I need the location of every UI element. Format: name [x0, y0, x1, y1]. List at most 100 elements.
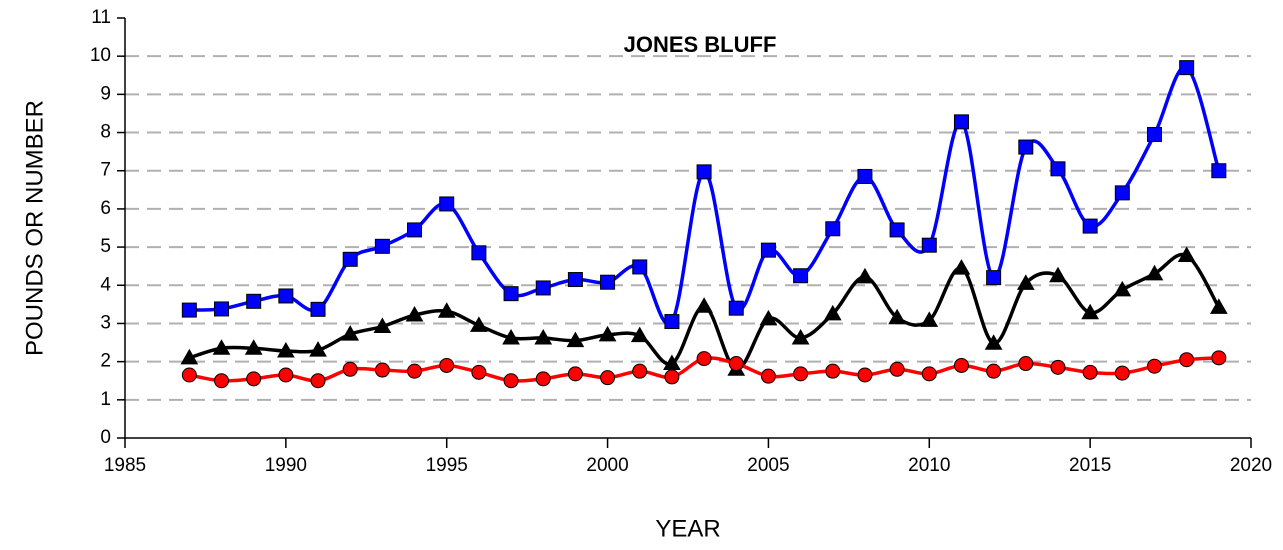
- marker: [1146, 358, 1162, 374]
- y-tick-label: 10: [90, 45, 111, 66]
- x-tick-label: 1995: [426, 455, 468, 476]
- marker: [471, 364, 487, 380]
- marker: [181, 302, 197, 318]
- marker: [1018, 356, 1034, 372]
- x-tick-label: 1985: [104, 455, 146, 476]
- marker: [534, 328, 553, 345]
- marker: [791, 328, 810, 345]
- marker: [953, 357, 969, 373]
- marker: [598, 325, 617, 342]
- marker: [276, 341, 295, 358]
- marker: [1211, 163, 1227, 179]
- marker: [278, 367, 294, 383]
- marker: [696, 351, 712, 367]
- x-tick-label: 2015: [1069, 455, 1111, 476]
- marker: [888, 308, 906, 325]
- y-tick-label: 5: [100, 236, 111, 257]
- marker: [342, 251, 358, 267]
- marker: [1113, 280, 1132, 297]
- marker: [1081, 303, 1100, 320]
- marker: [246, 293, 262, 309]
- marker: [630, 326, 649, 343]
- marker: [180, 348, 199, 365]
- x-tick-label: 2010: [908, 455, 950, 476]
- marker: [1050, 161, 1066, 177]
- marker: [1114, 185, 1130, 201]
- marker: [439, 196, 455, 212]
- x-tick-label: 2020: [1230, 455, 1272, 476]
- marker: [984, 334, 1003, 350]
- marker: [407, 222, 423, 238]
- marker: [1114, 365, 1130, 381]
- marker: [632, 259, 648, 275]
- marker: [1146, 126, 1162, 142]
- x-axis-title: YEAR: [655, 515, 720, 542]
- marker: [1049, 266, 1067, 283]
- marker: [825, 221, 841, 237]
- y-tick-label: 0: [100, 427, 111, 448]
- marker: [920, 311, 939, 327]
- marker: [502, 328, 520, 345]
- y-tick-label: 9: [100, 83, 111, 104]
- marker: [471, 245, 487, 261]
- marker: [857, 367, 873, 383]
- y-axis-title: POUNDS OR NUMBER: [21, 100, 48, 356]
- marker: [857, 168, 873, 184]
- marker: [1050, 359, 1066, 375]
- marker: [373, 317, 392, 334]
- y-tick-label: 11: [91, 7, 111, 28]
- marker: [600, 274, 616, 290]
- marker: [632, 363, 648, 379]
- marker: [986, 363, 1002, 379]
- marker: [439, 357, 455, 373]
- series-line: [188, 252, 1221, 371]
- marker: [728, 300, 744, 316]
- marker: [825, 363, 841, 379]
- marker: [664, 314, 680, 330]
- marker: [952, 259, 971, 275]
- marker: [600, 370, 616, 386]
- marker: [278, 288, 294, 304]
- marker: [566, 331, 585, 348]
- marker: [1145, 264, 1164, 281]
- marker: [1018, 139, 1034, 155]
- y-tick-label: 8: [100, 122, 111, 143]
- marker: [310, 373, 326, 389]
- x-tick-label: 2005: [747, 455, 789, 476]
- marker: [244, 339, 263, 355]
- marker: [246, 371, 262, 387]
- marker: [793, 366, 809, 382]
- marker: [953, 114, 969, 130]
- marker: [214, 373, 230, 389]
- marker: [437, 302, 456, 318]
- marker: [986, 270, 1002, 286]
- y-tick-label: 1: [100, 389, 111, 410]
- marker: [889, 222, 905, 238]
- marker: [214, 301, 230, 317]
- y-tick-label: 3: [100, 312, 111, 333]
- marker: [212, 339, 231, 355]
- x-tick-label: 2000: [586, 455, 628, 476]
- marker: [342, 361, 358, 377]
- marker: [374, 362, 390, 378]
- y-tick-label: 7: [100, 160, 111, 181]
- marker: [856, 267, 874, 284]
- marker: [1179, 60, 1195, 76]
- chart-title: JONES BLUFF: [624, 32, 777, 57]
- marker: [921, 237, 937, 253]
- marker: [374, 238, 390, 254]
- marker: [407, 363, 423, 379]
- marker: [889, 361, 905, 377]
- marker: [503, 286, 519, 302]
- marker: [1082, 364, 1098, 380]
- marker: [696, 164, 712, 180]
- marker: [1016, 274, 1035, 290]
- marker: [1177, 246, 1196, 262]
- marker: [503, 373, 519, 389]
- x-tick-label: 1990: [265, 455, 307, 476]
- marker: [1179, 352, 1195, 368]
- marker: [181, 367, 197, 383]
- marker: [760, 242, 776, 258]
- marker: [760, 368, 776, 384]
